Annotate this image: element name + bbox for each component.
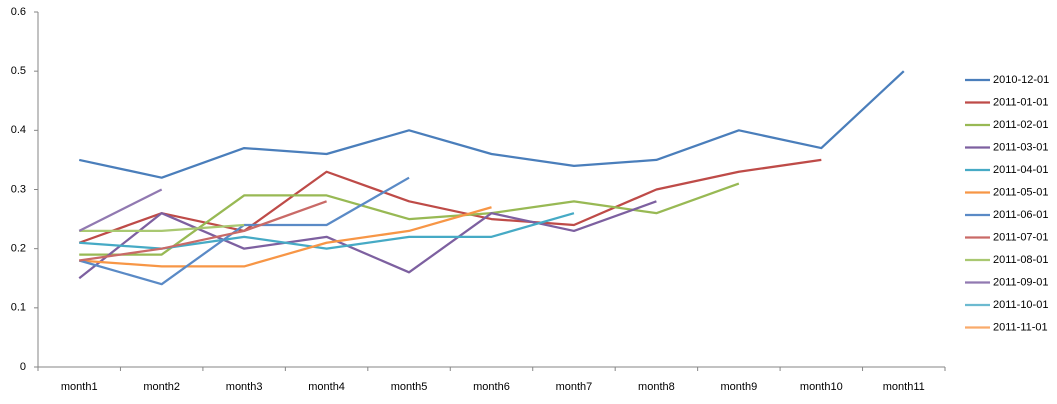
legend-label: 2011-07-01 — [993, 231, 1048, 243]
x-tick-label: month10 — [800, 381, 843, 393]
legend-label: 2011-04-01 — [993, 164, 1048, 176]
y-tick-label: 0.2 — [11, 243, 26, 255]
y-tick-label: 0.4 — [11, 124, 26, 136]
legend-label: 2011-09-01 — [993, 276, 1048, 288]
x-tick-label: month9 — [721, 381, 758, 393]
legend-label: 2011-08-01 — [993, 254, 1048, 266]
legend-label: 2011-02-01 — [993, 119, 1048, 131]
x-tick-label: month11 — [883, 381, 925, 393]
legend-label: 2011-10-01 — [993, 299, 1048, 311]
series-line — [79, 200, 327, 262]
legend-label: 2011-03-01 — [993, 141, 1048, 153]
legend-label: 2011-05-01 — [993, 186, 1048, 198]
y-tick-label: 0.5 — [11, 65, 26, 77]
series-line — [79, 182, 740, 256]
x-tick-label: month8 — [638, 381, 675, 393]
x-tick-label: month7 — [556, 381, 593, 393]
x-tick-label: month6 — [473, 381, 510, 393]
series-line — [78, 158, 822, 244]
series-line — [79, 223, 245, 233]
x-tick-label: month5 — [391, 381, 428, 393]
y-tick-label: 0.3 — [11, 183, 26, 195]
series-line — [78, 188, 163, 232]
series-line — [78, 70, 905, 179]
x-tick-label: month4 — [308, 381, 345, 393]
x-tick-label: month2 — [143, 381, 180, 393]
x-tick-label: month3 — [226, 381, 263, 393]
x-tick-label: month1 — [61, 381, 98, 393]
y-tick-label: 0 — [20, 361, 26, 373]
legend-label: 2011-01-01 — [993, 96, 1048, 108]
y-tick-label: 0.6 — [11, 6, 26, 18]
y-tick-label: 0.1 — [11, 302, 26, 314]
legend-label: 2011-06-01 — [993, 209, 1048, 221]
legend-label: 2011-11-01 — [993, 321, 1048, 333]
series-line — [79, 206, 492, 268]
series-line — [78, 200, 657, 280]
legend-label: 2010-12-01 — [993, 74, 1049, 86]
